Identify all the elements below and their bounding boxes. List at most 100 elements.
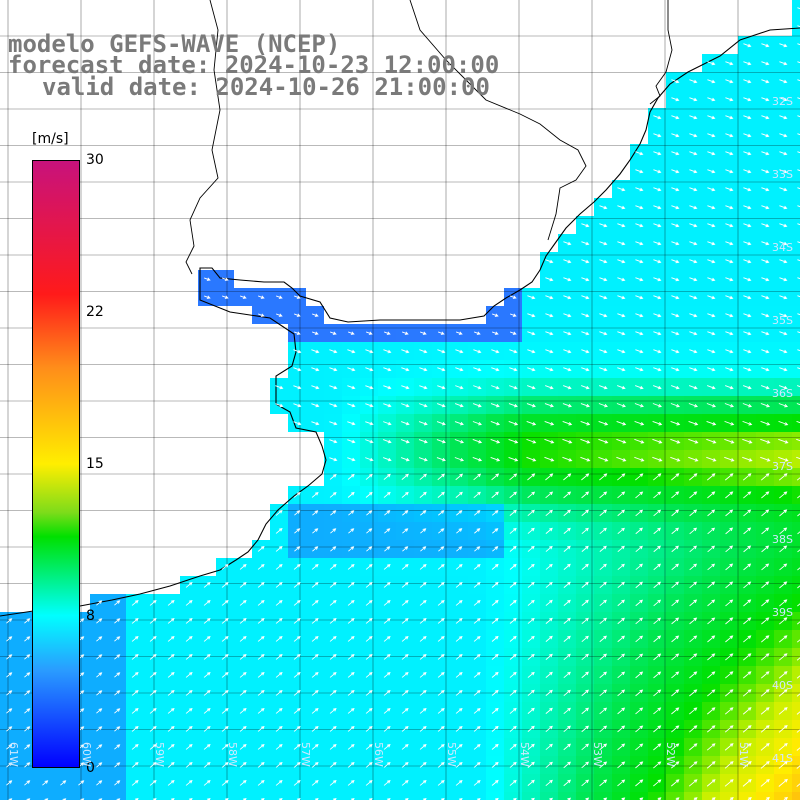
wind-vector <box>185 707 193 714</box>
wind-vector <box>671 97 680 102</box>
wind-vector <box>365 563 373 570</box>
wind-vector <box>689 259 698 264</box>
wind-vector <box>724 473 734 481</box>
wind-vector <box>383 491 391 498</box>
wind-vector <box>617 259 626 264</box>
wind-vector <box>707 617 716 625</box>
wind-vector <box>221 725 229 732</box>
wind-vector <box>455 635 463 642</box>
wind-vector <box>617 599 625 607</box>
wind-speed-cell <box>792 306 800 324</box>
wind-vector <box>671 349 680 354</box>
wind-vector <box>329 761 337 768</box>
wind-vector <box>742 761 752 769</box>
wind-vector <box>563 473 572 481</box>
wind-vector <box>688 438 699 444</box>
wind-vector <box>167 653 175 660</box>
wind-vector <box>725 599 734 607</box>
wind-vector <box>437 743 445 750</box>
wind-vector <box>617 385 626 390</box>
wind-vector <box>689 313 698 318</box>
wind-vector <box>419 331 427 335</box>
wind-vector <box>24 744 31 750</box>
wind-vector <box>401 349 410 354</box>
wind-vector <box>491 367 500 372</box>
wind-vector <box>329 707 337 714</box>
wind-vector <box>347 349 356 354</box>
wind-vector <box>707 313 716 318</box>
wind-vector <box>221 581 229 588</box>
wind-vector <box>563 295 572 300</box>
wind-vector <box>347 779 355 786</box>
wind-vector <box>653 259 662 264</box>
wind-vector <box>527 545 535 552</box>
wind-vector <box>779 527 788 535</box>
lat-label: 32S <box>772 95 793 108</box>
wind-vector <box>348 546 355 552</box>
wind-vector <box>473 599 481 606</box>
wind-vector <box>437 385 446 390</box>
wind-vector <box>671 313 680 318</box>
wind-vector <box>436 457 446 462</box>
wind-vector <box>797 25 800 28</box>
wind-vector <box>689 527 698 535</box>
wind-vector <box>706 725 716 733</box>
wind-vector <box>458 797 463 800</box>
wind-vector <box>473 635 481 642</box>
wind-vector <box>797 367 800 370</box>
wind-vector <box>383 617 391 624</box>
wind-vector <box>581 617 589 625</box>
wind-vector <box>567 797 572 800</box>
wind-vector <box>599 689 608 697</box>
wind-vector <box>599 761 608 769</box>
wind-vector <box>401 671 409 678</box>
wind-vector <box>581 223 590 228</box>
wind-vector <box>437 671 445 678</box>
wind-vector <box>329 635 337 642</box>
wind-vector <box>581 527 589 535</box>
wind-vector <box>365 385 374 390</box>
wind-vector <box>491 725 499 732</box>
wind-speed-cell <box>792 180 800 198</box>
wind-vector <box>725 79 734 84</box>
wind-speed-cell <box>774 792 792 800</box>
wind-vector <box>743 491 752 499</box>
wind-vector <box>491 671 499 678</box>
wind-vector <box>419 349 428 354</box>
wind-vector <box>706 420 717 426</box>
wind-vector <box>585 797 590 800</box>
wind-vector <box>221 761 229 768</box>
wind-vector <box>293 653 301 660</box>
wind-vector <box>653 331 662 336</box>
wind-speed-cell <box>108 792 126 800</box>
wind-vector <box>688 761 698 769</box>
wind-vector <box>527 331 536 336</box>
wind-vector <box>314 797 319 800</box>
wind-speed-cell <box>378 792 396 800</box>
lat-label: 35S <box>772 314 793 327</box>
title-forecast-date: forecast date: 2024-10-23 12:00:00 <box>8 51 500 79</box>
wind-vector <box>545 761 553 769</box>
wind-vector <box>330 546 337 552</box>
wind-speed-cell <box>792 234 800 252</box>
wind-vector <box>599 473 608 481</box>
title-valid-date: valid date: 2024-10-26 21:00:00 <box>42 73 490 101</box>
wind-vector <box>796 420 800 424</box>
wind-speed-cell <box>792 756 800 774</box>
wind-vector <box>635 545 643 553</box>
wind-vector <box>294 331 301 335</box>
wind-vector <box>707 97 716 102</box>
wind-vector <box>42 780 49 786</box>
wind-vector <box>689 133 698 138</box>
wind-vector <box>743 331 752 336</box>
wind-vector <box>527 761 535 768</box>
wind-vector <box>761 277 770 282</box>
wind-vector <box>294 313 301 317</box>
wind-vector <box>257 707 265 714</box>
wind-speed-cell <box>792 18 800 36</box>
wind-vector <box>779 205 788 210</box>
wind-vector <box>275 707 283 714</box>
wind-vector <box>743 653 752 661</box>
wind-vector <box>671 169 680 174</box>
wind-speed-cell <box>702 792 720 800</box>
